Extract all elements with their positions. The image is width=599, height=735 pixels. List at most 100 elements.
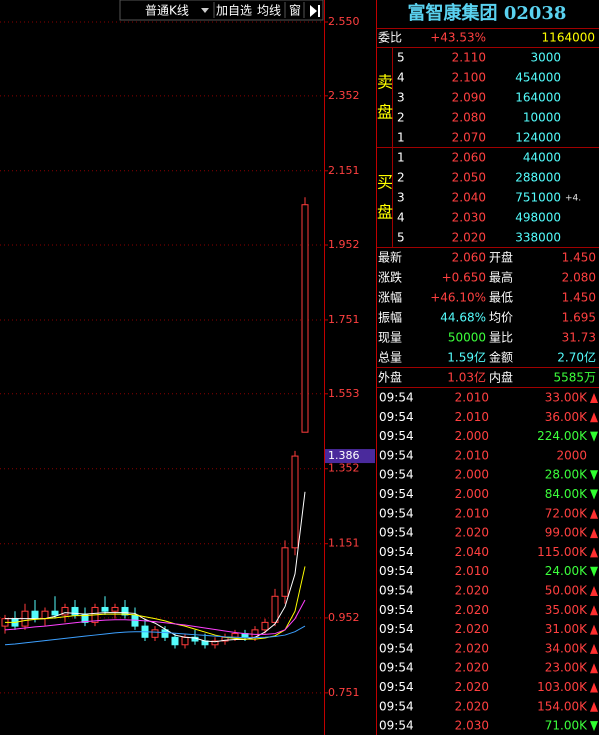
trade-price: 2.020 — [455, 584, 489, 598]
trade-time: 09:54 — [379, 448, 414, 462]
up-arrow — [590, 393, 598, 403]
trade-volume: 99.00K — [545, 526, 588, 540]
stat-label: 现量 — [378, 331, 402, 345]
book-side-label: 卖 — [377, 73, 393, 92]
trade-volume: 50.00K — [545, 584, 588, 598]
book-level: 3 — [397, 91, 405, 105]
trade-volume: 36.00K — [545, 410, 588, 424]
book-level: 3 — [397, 191, 405, 205]
trade-price: 2.020 — [455, 699, 489, 713]
stat-value: +0.650 — [442, 271, 486, 285]
trade-volume: 23.00K — [545, 661, 588, 675]
trade-volume: 31.00K — [545, 622, 588, 636]
book-volume: 10000 — [523, 111, 561, 125]
trade-time: 09:54 — [379, 487, 414, 501]
book-level: 1 — [397, 151, 405, 165]
candle-body — [41, 610, 49, 620]
stat-value: 1.03亿 — [447, 370, 486, 385]
expand-icon[interactable] — [310, 5, 317, 17]
trade-price: 2.000 — [455, 468, 489, 482]
candle-body — [51, 610, 59, 616]
candle-body — [161, 629, 169, 638]
book-price: 2.040 — [452, 191, 486, 205]
trade-volume: 84.00K — [545, 487, 588, 501]
trade-price: 2.000 — [455, 429, 489, 443]
y-tick-label: 2.550 — [328, 15, 360, 28]
book-price: 2.020 — [452, 231, 486, 245]
book-price: 2.030 — [452, 211, 486, 225]
candle-body — [81, 614, 89, 623]
down-arrow — [590, 431, 598, 442]
moving-average — [5, 566, 306, 640]
trade-volume: 24.00K — [545, 564, 588, 578]
dropdown-icon[interactable] — [201, 8, 209, 13]
expand-icon-bar — [318, 5, 320, 17]
trade-time: 09:54 — [379, 468, 414, 482]
stat-value: 2.080 — [562, 271, 596, 285]
trade-price: 2.040 — [455, 545, 489, 559]
book-price: 2.100 — [452, 71, 486, 85]
up-arrow — [590, 663, 598, 674]
book-price: 2.060 — [452, 151, 486, 165]
book-side-label: 买 — [377, 173, 393, 192]
trade-price: 2.010 — [455, 448, 489, 462]
trade-price: 2.000 — [455, 487, 489, 501]
trade-price: 2.020 — [455, 526, 489, 540]
stat-label: 振幅 — [378, 310, 402, 325]
trade-volume: 33.00K — [545, 391, 588, 405]
book-side-label: 盘 — [377, 103, 393, 122]
book-level: 5 — [397, 51, 405, 65]
up-arrow — [590, 508, 598, 519]
book-level: 1 — [397, 131, 405, 145]
ma-button[interactable]: 均线 — [257, 4, 281, 18]
down-arrow — [590, 566, 598, 577]
add-watch-button[interactable]: 加自选 — [216, 4, 252, 18]
moving-average — [4, 625, 306, 646]
trade-price: 2.010 — [455, 564, 489, 578]
kline-type-button[interactable]: 普通K线 — [145, 4, 189, 18]
book-price: 2.080 — [452, 111, 486, 125]
candle-body — [61, 606, 69, 616]
stat-label: 最新 — [378, 250, 402, 265]
book-price: 2.050 — [452, 171, 486, 185]
y-tick-label: 1.151 — [328, 537, 360, 550]
trade-price: 2.010 — [455, 391, 489, 405]
up-arrow — [590, 586, 598, 596]
y-tick-label: 1.751 — [328, 313, 360, 326]
stat-value: 44.68% — [440, 311, 486, 325]
trade-time: 09:54 — [379, 564, 414, 578]
book-level: 2 — [397, 111, 405, 125]
stat-label: 涨跌 — [378, 270, 402, 285]
stat-value: 1.450 — [562, 291, 596, 305]
book-volume: 498000 — [515, 211, 561, 225]
up-arrow — [590, 547, 598, 558]
candle-body — [281, 547, 289, 597]
trade-time: 09:54 — [379, 506, 414, 520]
stat-label: 最高 — [489, 270, 513, 285]
book-volume: 288000 — [515, 171, 561, 185]
trade-time: 09:54 — [379, 661, 414, 675]
trade-volume: 103.00K — [537, 680, 588, 694]
stat-label: 均价 — [489, 311, 513, 325]
stat-label: 内盘 — [489, 370, 513, 385]
book-level: 2 — [397, 171, 405, 185]
stat-value: 1.695 — [562, 311, 596, 325]
book-price: 2.110 — [452, 51, 486, 65]
trade-volume: 28.00K — [545, 468, 588, 482]
y-tick-label: 0.751 — [328, 686, 360, 699]
y-tick-label: 0.952 — [328, 611, 360, 624]
stat-label: 总量 — [378, 351, 402, 365]
up-arrow — [590, 528, 598, 539]
window-button[interactable]: 窗 — [289, 4, 301, 18]
trade-time: 09:54 — [379, 699, 414, 713]
down-arrow — [590, 721, 598, 732]
trade-volume: 71.00K — [545, 719, 588, 733]
moving-average — [4, 599, 306, 635]
stat-value: 50000 — [448, 331, 486, 345]
trade-volume: 34.00K — [545, 641, 588, 655]
book-level: 4 — [397, 71, 405, 85]
book-note: +4. — [565, 194, 581, 204]
up-arrow — [590, 412, 598, 423]
candle-body — [171, 636, 179, 646]
trade-time: 09:54 — [379, 545, 414, 559]
